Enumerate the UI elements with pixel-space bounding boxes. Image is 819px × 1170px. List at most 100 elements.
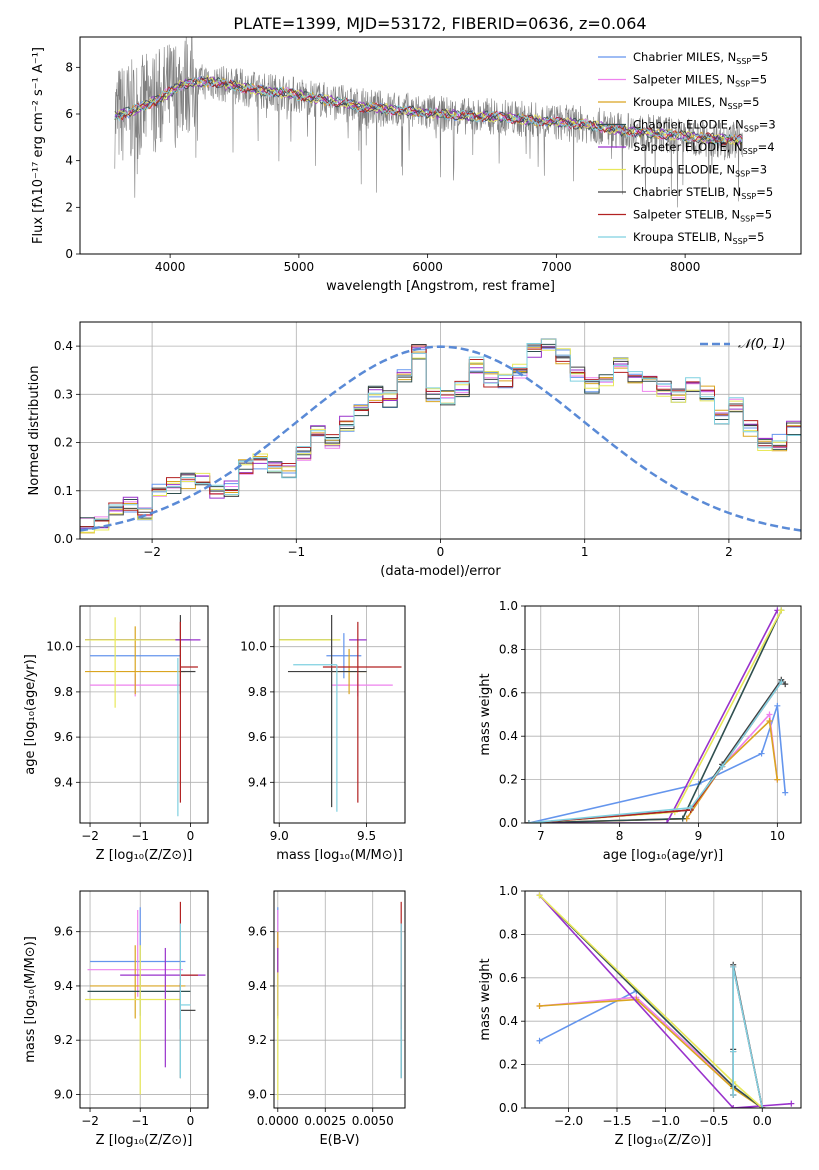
y-tick-label: 0 — [65, 247, 73, 261]
mass-vs-z-panel: −2 −1 0 9.0 9.2 9.4 9.6 Z [log₁₀(Z/Z⊙)] mass [lo… — [23, 890, 209, 1148]
y-tick-label: 0.4 — [499, 1014, 518, 1028]
weight-marker-1 — [536, 1037, 543, 1044]
plot-area — [536, 892, 795, 1108]
x-tick-label: 9.5 — [357, 829, 376, 843]
legend-label-2: Salpeter MILES, NSSP=5 — [633, 73, 767, 89]
weight-line-6 — [528, 609, 783, 823]
weight-marker-2 — [766, 711, 773, 718]
x-axis-label: (data-model)/error — [380, 564, 501, 579]
legend-label-5: Salpeter ELODIE, NSSP=4 — [633, 140, 775, 156]
histogram-series-7 — [80, 344, 801, 539]
model-spectrum-line-7 — [114, 75, 743, 146]
x-tick-label: −1 — [131, 1114, 149, 1128]
x-tick-label: 0 — [187, 1114, 195, 1128]
histogram-series-9 — [80, 338, 801, 539]
histogram-series-4 — [80, 343, 801, 539]
y-tick-label: 0.2 — [54, 436, 73, 450]
spectrum-legend: Chabrier MILES, NSSP=5 Salpeter MILES, NS… — [598, 50, 776, 246]
weight-marker-6 — [778, 607, 785, 614]
plot-area — [114, 37, 744, 208]
plot-area — [279, 615, 402, 812]
y-tick-label: 0.4 — [499, 729, 518, 743]
weight-line-9 — [528, 681, 782, 823]
y-tick-label: 9.8 — [248, 685, 267, 699]
y-tick-label: 0.2 — [499, 1058, 518, 1072]
x-axis-label: Z [log₁₀(Z/Z⊙)] — [615, 1133, 712, 1148]
legend-label-9: Kroupa STELIB, NSSP=5 — [633, 230, 764, 246]
y-axis-label: mass weight — [478, 673, 493, 755]
legend-label-7: Chabrier STELIB, NSSP=5 — [633, 185, 773, 201]
x-tick-label: 0.0025 — [304, 1114, 346, 1128]
x-tick-label: 0.0050 — [352, 1114, 394, 1128]
weight-marker-4 — [679, 815, 686, 822]
y-tick-label: 4 — [65, 154, 73, 168]
x-tick-label: 7000 — [541, 260, 572, 274]
y-tick-label: 0.2 — [499, 773, 518, 787]
y-tick-label: 9.2 — [248, 1033, 267, 1047]
legend-label-3: Kroupa MILES, NSSP=5 — [633, 95, 759, 111]
axes-frame — [79, 605, 209, 824]
x-tick-label: 2 — [725, 545, 733, 559]
age-vs-mass-panel: 9.0 9.5 9.4 9.6 9.8 10.0 mass [log₁₀(M/M⊙)] — [240, 605, 406, 863]
x-tick-label: −2 — [81, 1114, 99, 1128]
weight-marker-9 — [687, 804, 694, 811]
x-axis-label: E(B-V) — [319, 1133, 359, 1148]
y-tick-label: 9.0 — [248, 1087, 267, 1101]
axes-frame — [79, 890, 209, 1109]
weight-line-1 — [539, 989, 763, 1108]
x-axis-label: Z [log₁₀(Z/Z⊙)] — [96, 848, 193, 863]
weight-marker-9 — [730, 1091, 737, 1098]
axes-frame — [273, 890, 406, 1109]
x-axis-label: Z [log₁₀(Z/Z⊙)] — [96, 1133, 193, 1148]
residuals-panel: −2 −1 0 1 2 0.0 0.1 0.2 0.3 0.4 (data-model)/error… — [27, 321, 802, 579]
weight-line-2 — [528, 712, 779, 823]
y-axis-label: Normed distribution — [27, 366, 42, 496]
x-tick-label: 9 — [695, 829, 703, 843]
histogram-series-3 — [80, 338, 801, 539]
x-axis-label: mass [log₁₀(M/M⊙)] — [276, 848, 403, 863]
y-tick-label: 9.8 — [54, 685, 73, 699]
weight-marker-5 — [663, 820, 670, 823]
legend-label-1: Chabrier MILES, NSSP=5 — [633, 50, 768, 66]
x-tick-label: −1 — [287, 545, 305, 559]
y-tick-label: 9.4 — [54, 775, 73, 789]
x-tick-label: −1 — [131, 829, 149, 843]
axes-frame — [524, 890, 802, 1109]
x-tick-label: −2 — [143, 545, 161, 559]
y-tick-label: 9.0 — [54, 1087, 73, 1101]
x-tick-label: −1.5 — [602, 1114, 631, 1128]
x-tick-label: 6000 — [412, 260, 443, 274]
histogram-series-8 — [80, 338, 801, 539]
plot-area — [85, 901, 206, 1095]
y-tick-label: 0.3 — [54, 387, 73, 401]
y-tick-label: 0.6 — [499, 971, 518, 985]
y-tick-label: 10.0 — [46, 640, 73, 654]
y-tick-label: 0.0 — [54, 532, 73, 546]
weight-line-1 — [528, 705, 786, 823]
y-tick-label: 9.6 — [54, 730, 73, 744]
weight-marker-6 — [536, 892, 543, 899]
x-axis-label: age [log₁₀(age/yr)] — [603, 848, 724, 863]
weight-line-7 — [528, 678, 786, 823]
legend-label-8: Salpeter STELIB, NSSP=5 — [633, 208, 772, 224]
weight-marker-1 — [782, 789, 789, 796]
weight-marker-3 — [536, 1003, 543, 1010]
page-title: PLATE=1399, MJD=53172, FIBERID=0636, z=0… — [233, 14, 646, 33]
weight-marker-9 — [730, 963, 737, 970]
weight-marker-3 — [766, 718, 773, 725]
y-axis-label: age [log₁₀(age/yr)] — [23, 654, 38, 775]
x-tick-label: 0.0 — [753, 1114, 772, 1128]
weight-marker-1 — [758, 750, 765, 757]
y-tick-label: 1.0 — [499, 884, 518, 898]
x-tick-label: 7 — [537, 829, 545, 843]
y-tick-label: 0.0 — [499, 816, 518, 830]
x-tick-label: 5000 — [284, 260, 315, 274]
axes-frame — [524, 605, 802, 824]
weight-marker-9 — [719, 763, 726, 770]
mass-vs-ebv-panel: 0.0000 0.0025 0.0050 9.0 9.2 9.4 9.6 E(B-V) — [248, 890, 406, 1148]
y-tick-label: 0.8 — [499, 642, 518, 656]
y-axis-label: mass [log₁₀(M/M⊙)] — [23, 936, 38, 1063]
y-axis-label: Flux [fλ10⁻¹⁷ erg cm⁻² s⁻¹ A⁻¹] — [31, 47, 46, 244]
weight-line-5 — [528, 609, 779, 823]
weight-line-5 — [538, 894, 792, 1108]
